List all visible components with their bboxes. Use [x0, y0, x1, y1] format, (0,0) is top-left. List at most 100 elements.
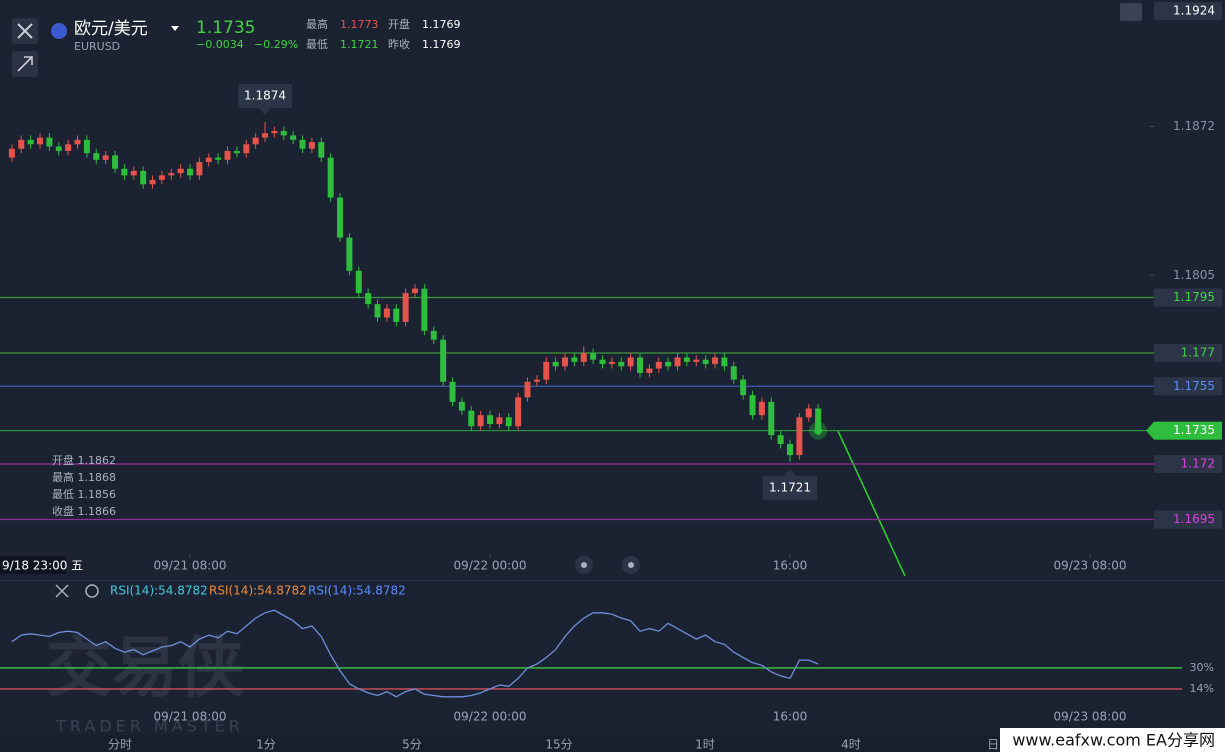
- price: 1.1735: [196, 18, 255, 38]
- low-callout: [763, 475, 818, 500]
- candle-body: [702, 359, 709, 365]
- candle-body: [805, 408, 812, 418]
- candle-body: [655, 361, 662, 369]
- candle-body: [787, 444, 794, 456]
- candle-body: [440, 339, 447, 382]
- low-callout-label: 1.1721: [769, 480, 811, 494]
- candle-body: [327, 157, 334, 198]
- y-tick-label: 1.1872: [1173, 119, 1215, 133]
- legend-entry: RSI(14):54.8782: [308, 584, 406, 598]
- candle-body: [140, 170, 147, 185]
- candle-body: [65, 144, 72, 151]
- symbol[interactable]: 欧元/美元: [74, 19, 148, 39]
- x-tick-label: 09/23 08:00: [1054, 559, 1127, 573]
- candle-body: [318, 142, 325, 158]
- candle-body: [674, 357, 681, 367]
- low-callout-pointer: [784, 468, 797, 476]
- candle-body: [290, 135, 297, 140]
- candle-body: [93, 153, 100, 160]
- x-tick-label: 09/21 08:00: [154, 710, 227, 724]
- change: −0.0034: [196, 38, 244, 51]
- candle-body: [730, 366, 737, 380]
- interval-tab[interactable]: 15分: [545, 738, 572, 752]
- candle-body: [168, 173, 175, 176]
- x-tick-label: 16:00: [773, 710, 808, 724]
- price-tag: [1154, 510, 1222, 529]
- candle-body: [796, 417, 803, 456]
- candle-body: [121, 168, 128, 176]
- rsi-settings[interactable]: [85, 584, 99, 598]
- price-tag-label: 1.177: [1181, 345, 1215, 359]
- symbol-dropdown[interactable]: [171, 26, 179, 31]
- flag-icon: [51, 23, 67, 39]
- stat-label: 开盘: [388, 17, 410, 31]
- x-tick-label: 09/23 08:00: [1054, 710, 1127, 724]
- candle-body: [458, 401, 465, 411]
- interval-tab[interactable]: 分时: [108, 738, 132, 752]
- stat-value: 1.1769: [422, 18, 461, 31]
- candle-body: [18, 139, 25, 149]
- candle-body: [815, 408, 822, 431]
- candle-body: [196, 162, 203, 176]
- price-tag: [1154, 421, 1222, 440]
- candle-body: [37, 137, 44, 145]
- candle-body: [646, 368, 653, 373]
- candle-body: [393, 308, 400, 322]
- price-tag: [1154, 454, 1222, 473]
- price-tag-label: 1.1755: [1173, 379, 1215, 393]
- candle-body: [8, 148, 15, 158]
- high-callout-label: 1.1874: [244, 89, 286, 103]
- candle-body: [27, 139, 34, 145]
- ohlc-info: 最低 1.1856: [52, 488, 116, 501]
- rsi-line: [11, 609, 819, 698]
- candle-body: [571, 357, 578, 362]
- y-tick-label: 1.1924: [1173, 4, 1215, 18]
- candle-body: [355, 270, 362, 294]
- site-bg: [1000, 728, 1225, 752]
- candle-body: [693, 359, 700, 362]
- candle-body: [496, 417, 503, 425]
- interval-tab[interactable]: 4时: [841, 738, 861, 752]
- candle-body: [487, 415, 494, 425]
- candle-body: [430, 330, 437, 340]
- candle-body: [158, 175, 165, 180]
- candle-body: [46, 137, 53, 147]
- price-tag-label: 1.1735: [1173, 423, 1215, 437]
- ohlc-info: 收盘 1.1866: [52, 504, 116, 518]
- candle-body: [665, 361, 672, 367]
- legend-entry: RSI(14):54.8782: [110, 584, 208, 598]
- candle-body: [580, 352, 587, 362]
- symbol-code: EURUSD: [74, 40, 120, 53]
- rsi-level-label: 14%: [1190, 682, 1214, 695]
- candle-body: [280, 130, 287, 136]
- price-tag-label: 1.172: [1181, 456, 1215, 470]
- crosshair-label: 9/18 23:00 五: [2, 559, 83, 573]
- candle-body: [233, 150, 240, 154]
- candle-body: [505, 417, 512, 427]
- rsi-close[interactable]: [55, 584, 69, 598]
- candle-body: [374, 304, 381, 318]
- y-tick-tag: [1154, 2, 1222, 21]
- candle-body: [562, 357, 569, 367]
- trend-drawing: [837, 430, 906, 577]
- alert-button[interactable]: [1120, 3, 1142, 21]
- interval-tab[interactable]: 1分: [256, 738, 276, 752]
- candle-body: [608, 361, 615, 365]
- candle-body: [262, 133, 269, 138]
- candle-body: [721, 357, 728, 367]
- interval-tab[interactable]: 1时: [695, 738, 715, 752]
- interval-tab[interactable]: 5分: [402, 738, 422, 752]
- toolbar-bg: [0, 735, 1225, 752]
- change-pct: −0.29%: [254, 38, 298, 51]
- candle-body: [215, 157, 222, 160]
- stat-label: 昨收: [388, 37, 410, 51]
- candle-body: [299, 139, 306, 149]
- candle-body: [402, 293, 409, 322]
- candle-body: [749, 395, 756, 416]
- candle-body: [637, 357, 644, 373]
- candle-body: [543, 361, 550, 380]
- candle-body: [468, 410, 475, 427]
